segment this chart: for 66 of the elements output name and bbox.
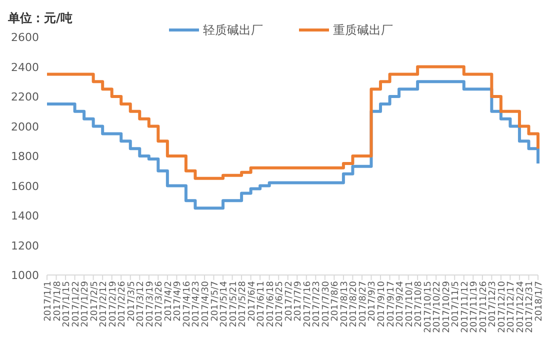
x-tick-label: 2017/5/28 [238, 280, 248, 328]
y-tick-label: 2400 [11, 60, 39, 74]
x-tick-label: 2017/7/30 [321, 280, 332, 328]
x-tick-label: 2017/5/21 [228, 281, 239, 328]
y-tick-label: 1400 [11, 210, 39, 222]
legend-label: 轻质碱出厂 [203, 23, 263, 37]
x-tick-label: 2017/12/3 [488, 281, 498, 328]
x-tick-label: 2017/10/8 [414, 280, 424, 328]
x-tick-label: 2017/12/17 [506, 281, 517, 333]
x-tick-label: 2017/8/13 [340, 281, 350, 328]
x-tick-label: 2017/9/17 [386, 281, 396, 328]
x-tick-label: 2017/6/25 [275, 281, 286, 328]
x-tick-label: 2017/5/7 [210, 281, 220, 322]
x-tick-label: 2017/6/11 [256, 281, 267, 328]
x-tick-label: 2017/10/15 [423, 281, 434, 333]
x-tick-label: 2017/2/19 [108, 280, 118, 328]
x-tick-label: 2017/7/2 [284, 281, 294, 322]
x-tick-label: 2017/6/18 [266, 280, 276, 328]
x-tick-label: 2017/12/10 [497, 280, 508, 333]
x-tick-label: 2017/9/3 [368, 281, 378, 322]
x-tick-label: 2017/3/19 [145, 280, 156, 328]
x-tick-label: 2017/11/26 [478, 280, 489, 333]
x-tick-label: 2017/11/12 [460, 281, 470, 333]
y-tick-label: 1600 [11, 180, 39, 193]
y-tick-label: 1000 [11, 269, 39, 282]
legend-label: 重质碱出厂 [333, 23, 393, 37]
x-tick-label: 2017/4/16 [182, 280, 192, 328]
x-tick-label: 2017/1/15 [62, 281, 72, 328]
x-tick-label: 2018/1/7 [534, 281, 544, 322]
x-tick-label: 2017/1/8 [52, 280, 63, 322]
x-tick-label: 2017/10/29 [442, 280, 452, 333]
x-tick-label: 2017/4/23 [192, 281, 202, 328]
x-tick-label: 2017/4/30 [200, 280, 211, 328]
x-tick-label: 2017/4/9 [173, 280, 184, 322]
x-tick-label: 2017/3/5 [126, 281, 137, 322]
y-tick-label: 1200 [11, 239, 39, 252]
x-tick-label: 2017/8/20 [349, 280, 360, 328]
x-tick-label: 2017/8/27 [358, 281, 368, 328]
y-tick-label: 2600 [11, 31, 39, 44]
y-tick-label: 2000 [11, 120, 39, 134]
x-tick-label: 2017/12/24 [516, 280, 526, 333]
x-tick-label: 2017/4/2 [164, 281, 174, 322]
x-tick-label: 2017/7/23 [312, 281, 322, 328]
x-tick-label: 2017/11/5 [451, 281, 462, 328]
x-tick-label: 2017/1/29 [80, 280, 91, 328]
x-tick-label: 2017/5/14 [220, 280, 230, 328]
x-tick-label: 2017/9/10 [377, 280, 388, 328]
x-tick-label: 2017/3/26 [154, 280, 165, 328]
x-tick-label: 2017/10/22 [432, 281, 443, 333]
x-tick-label: 2017/8/6 [330, 280, 341, 322]
x-tick-label: 2017/2/5 [90, 281, 100, 322]
x-tick-label: 2017/7/9 [294, 280, 304, 322]
x-tick-label: 2017/9/24 [396, 280, 406, 328]
x-tick-label: 2017/6/4 [247, 280, 258, 322]
x-tick-label: 2017/1/22 [71, 281, 82, 328]
x-tick-label: 2017/7/16 [302, 280, 313, 328]
x-tick-label: 2017/2/26 [118, 280, 128, 328]
y-axis-title: 单位：元/吨 [7, 11, 72, 25]
x-tick-label: 2017/11/19 [470, 280, 480, 333]
x-tick-label: 2017/12/31 [525, 281, 536, 333]
x-tick-label: 2017/1/1 [44, 281, 54, 322]
x-tick-label: 2017/2/12 [99, 281, 110, 328]
y-tick-label: 1800 [11, 150, 39, 163]
y-tick-label: 2200 [11, 90, 39, 104]
x-tick-label: 2017/10/1 [404, 281, 415, 328]
x-tick-label: 2017/3/12 [136, 281, 146, 328]
